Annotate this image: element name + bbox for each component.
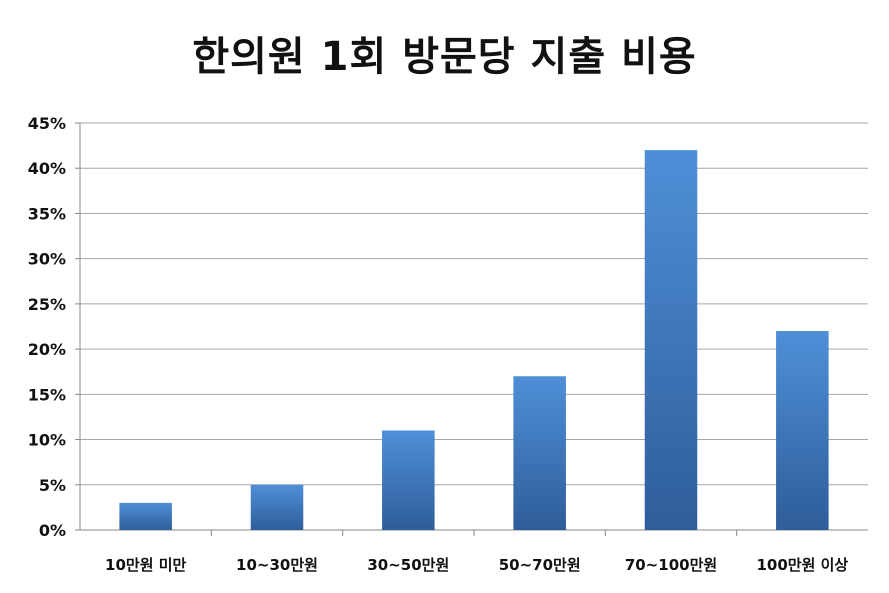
bars bbox=[119, 150, 829, 530]
bar-3 bbox=[382, 430, 435, 530]
y-tick-label: 30% bbox=[28, 250, 66, 269]
y-axis-ticks: 0% 5% 10% 15% 20% 25% 30% 35% 40% 45% bbox=[28, 114, 66, 540]
y-tick-label: 15% bbox=[28, 385, 66, 404]
bar-4 bbox=[513, 376, 566, 530]
x-category-label: 50~70만원 bbox=[499, 556, 581, 574]
y-tick-label: 45% bbox=[28, 114, 66, 133]
y-tick-label: 0% bbox=[39, 521, 66, 540]
chart-title: 한의원 1회 방문당 지출 비용 bbox=[192, 34, 697, 80]
x-category-label: 70~100만원 bbox=[625, 556, 717, 574]
bar-5 bbox=[644, 150, 698, 530]
bar-2 bbox=[250, 484, 304, 530]
x-axis-categories: 10만원 미만 10~30만원 30~50만원 50~70만원 70~100만원 100만… bbox=[105, 556, 848, 574]
x-category-label: 100만원 이상 bbox=[756, 556, 848, 574]
y-tick-label: 40% bbox=[28, 159, 66, 178]
bar-1 bbox=[119, 502, 172, 530]
y-tick-label: 35% bbox=[28, 204, 66, 223]
bar-6 bbox=[776, 331, 829, 530]
axes bbox=[75, 122, 868, 536]
x-category-label: 10~30만원 bbox=[236, 556, 318, 574]
y-tick-label: 25% bbox=[28, 295, 66, 314]
x-category-label: 30~50만원 bbox=[367, 556, 449, 574]
x-category-label: 10만원 미만 bbox=[105, 556, 186, 574]
y-tick-label: 20% bbox=[28, 340, 66, 359]
y-tick-label: 5% bbox=[39, 476, 66, 495]
y-tick-label: 10% bbox=[28, 431, 66, 450]
gridlines bbox=[80, 122, 868, 531]
